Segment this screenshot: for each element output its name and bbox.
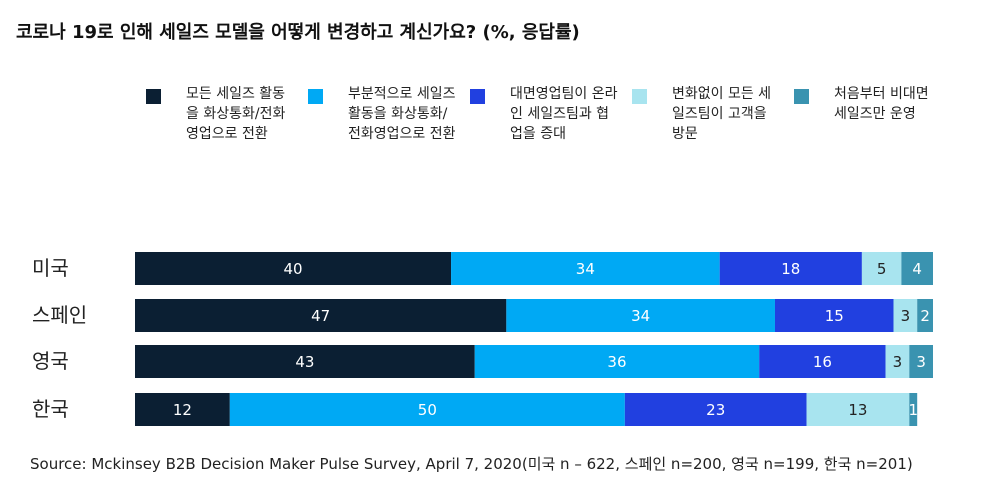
value-label: 40	[283, 260, 302, 278]
bar-segment	[474, 345, 760, 378]
category-label: 스페인	[32, 303, 87, 327]
value-label: 5	[877, 260, 887, 278]
legend-label: 변화없이 모든 세일즈팀이 고객을 방문	[672, 86, 772, 142]
value-label: 13	[848, 401, 867, 419]
value-label: 15	[825, 307, 844, 325]
value-label: 4	[912, 260, 922, 278]
bar-segment	[506, 299, 775, 332]
value-label: 18	[781, 260, 800, 278]
category-label: 한국	[32, 397, 69, 421]
bar-segment	[917, 299, 933, 332]
bar-segment	[861, 252, 902, 285]
value-label: 3	[901, 307, 911, 325]
bar-segment	[135, 252, 452, 285]
bar-segment	[901, 252, 933, 285]
legend-label: 대면영업팀이 온라인 세일즈팀과 협업을 증대	[510, 86, 618, 142]
bar-segment	[135, 393, 230, 426]
bar-segment	[135, 345, 475, 378]
source-note: Source: Mckinsey B2B Decision Maker Puls…	[30, 455, 913, 473]
category-label: 미국	[32, 256, 69, 280]
value-label: 12	[173, 401, 192, 419]
bar-segment	[806, 393, 910, 426]
value-label: 1	[908, 401, 918, 419]
bar-segment	[909, 393, 918, 426]
value-label: 43	[295, 353, 314, 371]
value-label: 3	[893, 353, 903, 371]
bar-segment	[229, 393, 625, 426]
bar-segment	[774, 299, 894, 332]
value-label: 34	[631, 307, 650, 325]
bar-segment	[885, 345, 910, 378]
bar-segment	[451, 252, 720, 285]
category-label: 영국	[32, 349, 69, 373]
value-label: 23	[706, 401, 725, 419]
legend-label: 모든 세일즈 활동을 화상통화/전화영업으로 전환	[186, 86, 286, 142]
legend-label: 처음부터 비대면 세일즈만 운영	[834, 86, 929, 122]
value-label: 50	[418, 401, 437, 419]
value-label: 34	[576, 260, 595, 278]
legend-swatch	[632, 89, 647, 104]
value-label: 16	[813, 353, 832, 371]
bar-segment	[719, 252, 862, 285]
legend-swatch	[794, 89, 809, 104]
legend-label: 부분적으로 세일즈 활동을 화상통화/전화영업으로 전환	[348, 86, 456, 142]
legend-swatch	[470, 89, 485, 104]
bar-segment	[909, 345, 933, 378]
bar-segment	[624, 393, 807, 426]
bar-segment	[759, 345, 886, 378]
bar-segment	[135, 299, 507, 332]
value-label: 2	[920, 307, 930, 325]
legend-swatch	[146, 89, 161, 104]
value-label: 36	[607, 353, 626, 371]
chart-title: 코로나 19로 인해 세일즈 모델을 어떻게 변경하고 계신가요? (%, 응답…	[16, 22, 580, 43]
bar-segment	[893, 299, 918, 332]
value-label: 47	[311, 307, 330, 325]
legend-swatch	[308, 89, 323, 104]
value-label: 3	[916, 353, 926, 371]
